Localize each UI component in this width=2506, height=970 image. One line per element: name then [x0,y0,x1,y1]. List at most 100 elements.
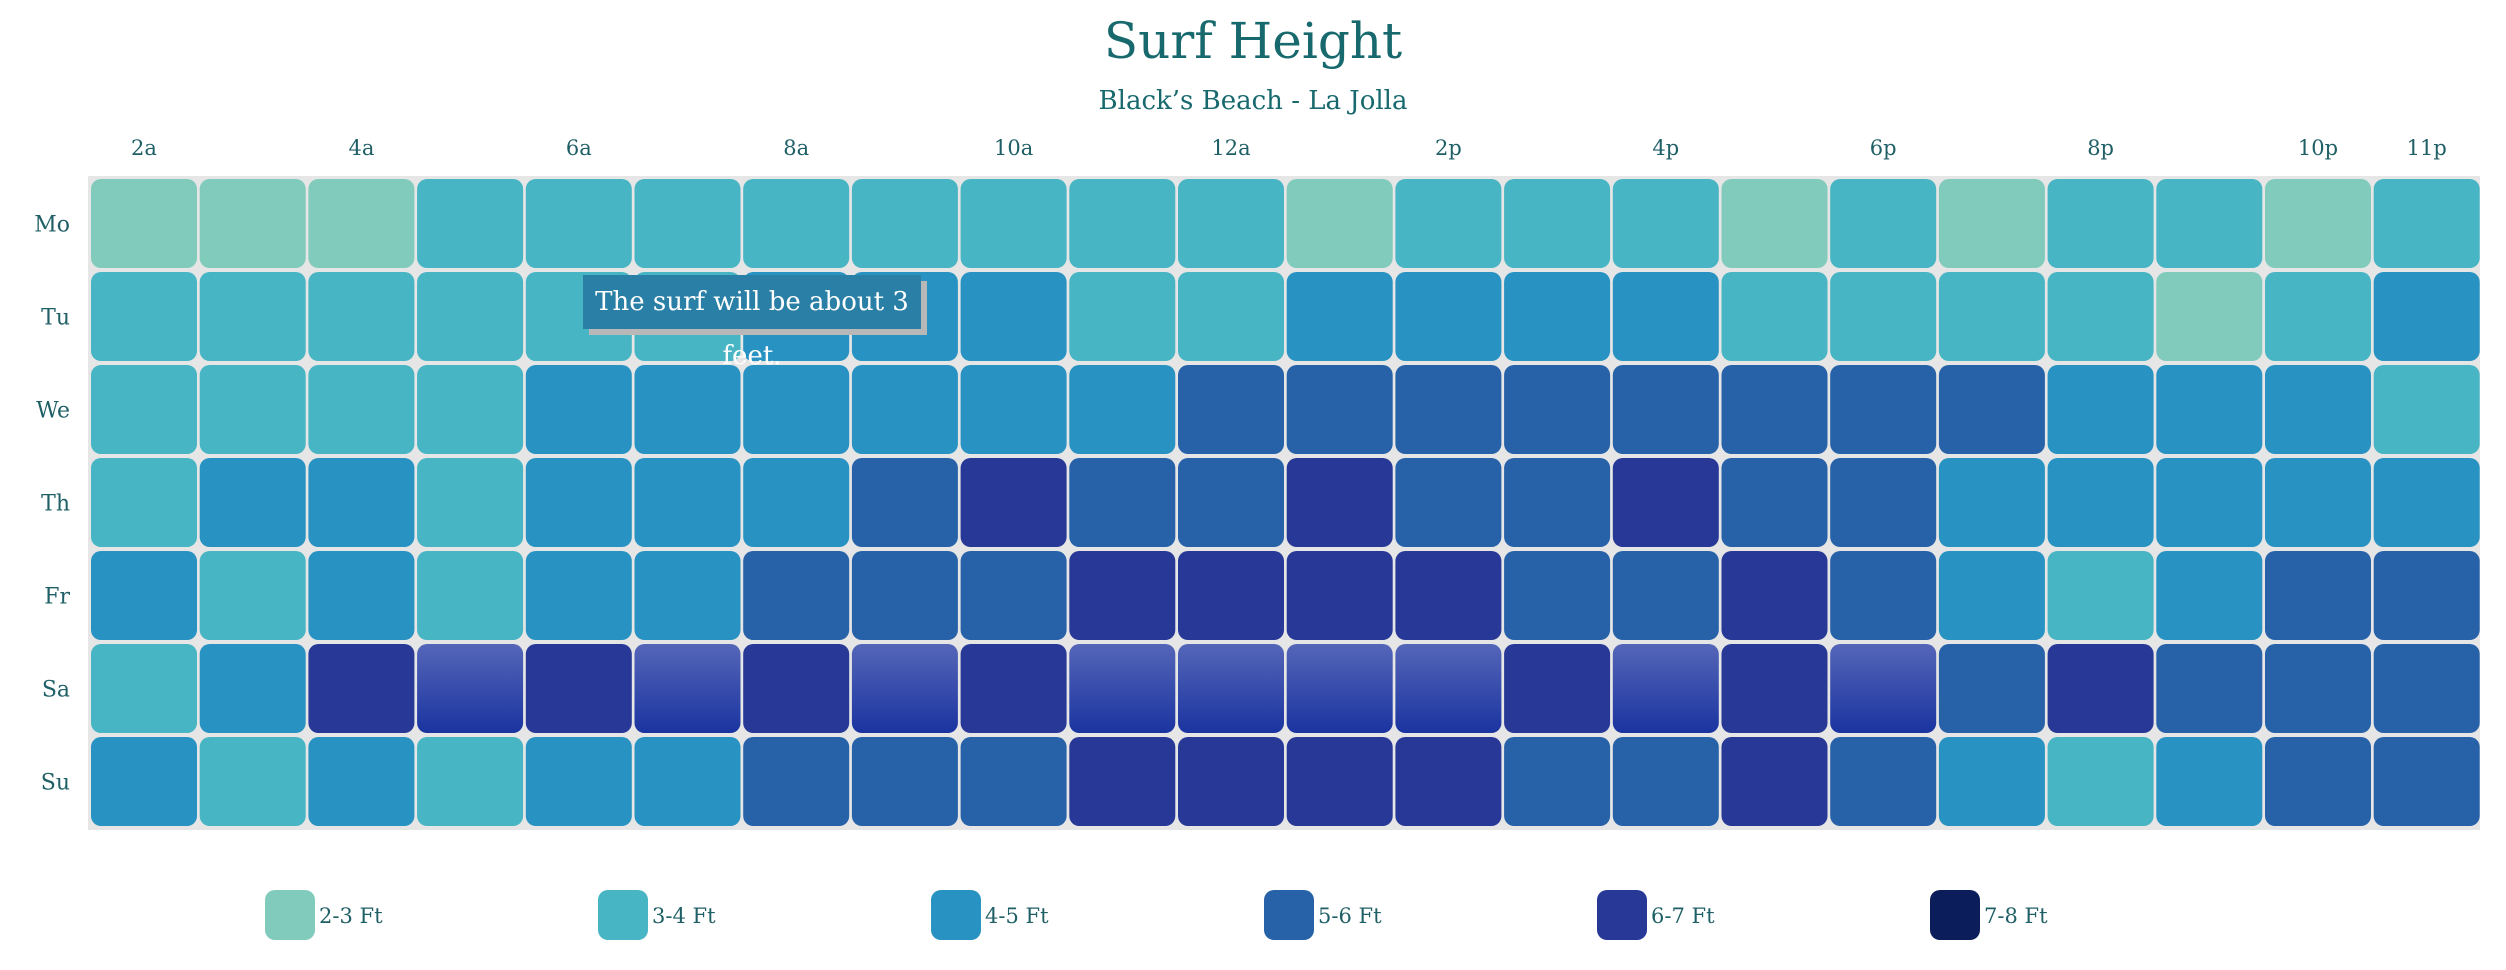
heatmap-cell[interactable] [199,458,306,547]
heatmap-cell[interactable] [199,179,306,268]
heatmap-cell[interactable] [1830,644,1937,733]
heatmap-cell[interactable] [1286,272,1393,361]
heatmap-cell[interactable] [2047,644,2154,733]
heatmap-cell[interactable] [1721,458,1828,547]
heatmap-cell[interactable] [417,365,524,454]
heatmap-cell[interactable] [2156,272,2263,361]
heatmap-cell[interactable] [1830,551,1937,640]
heatmap-cell[interactable] [1938,551,2045,640]
heatmap-cell[interactable] [960,737,1067,826]
heatmap-cell[interactable] [2373,365,2480,454]
heatmap-cell[interactable] [2047,458,2154,547]
heatmap-cell[interactable] [1830,365,1937,454]
heatmap-cell[interactable] [1612,644,1719,733]
heatmap-cell[interactable] [1178,179,1284,268]
heatmap-cell[interactable] [1938,365,2045,454]
heatmap-cell[interactable] [1178,644,1284,733]
heatmap-cell[interactable] [2373,737,2480,826]
heatmap-cell[interactable] [1721,179,1828,268]
heatmap-cell[interactable] [1938,458,2045,547]
heatmap-cell[interactable] [525,458,632,547]
heatmap-cell[interactable] [2265,179,2371,268]
heatmap-cell[interactable] [1286,458,1393,547]
heatmap-cell[interactable] [960,272,1067,361]
heatmap-cell[interactable] [2047,179,2154,268]
heatmap-cell[interactable] [417,272,524,361]
heatmap-cell[interactable] [2156,737,2263,826]
heatmap-cell[interactable] [743,458,850,547]
heatmap-cell[interactable] [1069,365,1176,454]
heatmap-cell[interactable] [1721,365,1828,454]
heatmap-cell[interactable] [634,737,741,826]
heatmap-cell[interactable] [525,551,632,640]
heatmap-cell[interactable] [634,551,741,640]
heatmap-cell[interactable] [91,737,197,826]
heatmap-cell[interactable] [91,179,197,268]
heatmap-cell[interactable] [417,644,524,733]
heatmap-cell[interactable] [851,179,958,268]
heatmap-cell[interactable] [525,644,632,733]
heatmap-cell[interactable] [1504,365,1611,454]
heatmap-cell[interactable] [308,458,415,547]
heatmap-cell[interactable] [2265,737,2371,826]
heatmap-cell[interactable] [2373,272,2480,361]
heatmap-cell[interactable] [743,179,850,268]
heatmap-cell[interactable] [525,365,632,454]
heatmap-cell[interactable] [1286,179,1393,268]
heatmap-cell[interactable] [1286,365,1393,454]
heatmap-cell[interactable] [1830,272,1937,361]
heatmap-cell[interactable] [851,551,958,640]
heatmap-cell[interactable] [960,551,1067,640]
heatmap-cell[interactable] [1286,644,1393,733]
heatmap-cell[interactable] [2373,644,2480,733]
heatmap-cell[interactable] [1612,179,1719,268]
heatmap-cell[interactable] [308,551,415,640]
heatmap-cell[interactable] [1069,737,1176,826]
heatmap-cell[interactable] [1504,737,1611,826]
heatmap-cell[interactable] [1612,458,1719,547]
heatmap-cell[interactable] [1938,272,2045,361]
heatmap-cell[interactable] [851,365,958,454]
heatmap-cell[interactable] [851,644,958,733]
heatmap-cell[interactable] [1395,644,1502,733]
heatmap-cell[interactable] [417,737,524,826]
heatmap-cell[interactable] [308,737,415,826]
heatmap-cell[interactable] [91,365,197,454]
heatmap-cell[interactable] [417,458,524,547]
heatmap-cell[interactable] [960,458,1067,547]
heatmap-cell[interactable] [1504,551,1611,640]
heatmap-cell[interactable] [1069,551,1176,640]
heatmap-cell[interactable] [91,272,197,361]
heatmap-cell[interactable] [199,272,306,361]
heatmap-cell[interactable] [1504,272,1611,361]
heatmap-cell[interactable] [91,458,197,547]
heatmap-cell[interactable] [2265,272,2371,361]
heatmap-cell[interactable] [1612,737,1719,826]
heatmap-cell[interactable] [2156,458,2263,547]
heatmap-cell[interactable] [308,644,415,733]
heatmap-cell[interactable] [1938,644,2045,733]
heatmap-cell[interactable] [743,551,850,640]
heatmap-cell[interactable] [1395,365,1502,454]
heatmap-cell[interactable] [634,179,741,268]
heatmap-cell[interactable] [1178,272,1284,361]
heatmap-cell[interactable] [960,644,1067,733]
heatmap-cell[interactable] [1504,179,1611,268]
heatmap-cell[interactable] [2156,179,2263,268]
heatmap-cell[interactable] [2373,458,2480,547]
heatmap-cell[interactable] [1612,272,1719,361]
heatmap-cell[interactable] [2047,551,2154,640]
heatmap-cell[interactable] [308,179,415,268]
heatmap-cell[interactable] [1178,737,1284,826]
heatmap-cell[interactable] [634,458,741,547]
heatmap-cell[interactable] [2265,458,2371,547]
heatmap-cell[interactable] [1938,737,2045,826]
heatmap-cell[interactable] [1721,272,1828,361]
heatmap-cell[interactable] [2265,365,2371,454]
heatmap-cell[interactable] [743,737,850,826]
heatmap-cell[interactable] [634,644,741,733]
heatmap-cell[interactable] [851,458,958,547]
heatmap-cell[interactable] [1938,179,2045,268]
heatmap-cell[interactable] [308,272,415,361]
heatmap-cell[interactable] [1721,644,1828,733]
